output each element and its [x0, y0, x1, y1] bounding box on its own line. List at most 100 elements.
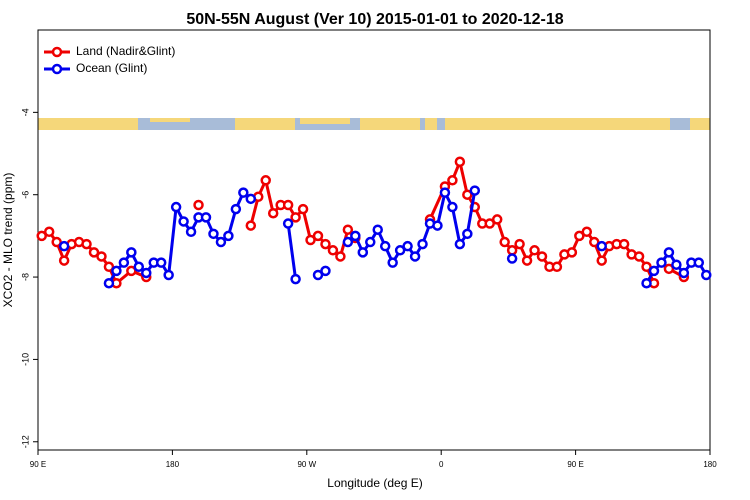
data-point — [454, 238, 466, 250]
data-point — [484, 218, 495, 229]
data-point — [342, 224, 354, 235]
data-point — [462, 228, 473, 240]
data-point — [170, 201, 182, 213]
data-point — [693, 257, 705, 268]
legend-marker — [51, 63, 63, 75]
y-tick-label: -4 — [20, 108, 30, 116]
data-point — [320, 238, 331, 250]
data-point — [529, 245, 540, 256]
data-point — [551, 261, 563, 273]
x-tick-label: 0 — [439, 460, 444, 469]
data-point — [245, 193, 257, 205]
data-point — [357, 247, 369, 258]
data-point — [648, 265, 660, 277]
data-point — [103, 277, 115, 289]
data-point — [141, 267, 152, 279]
data-point — [402, 240, 413, 252]
x-tick-label: 90 E — [30, 460, 46, 469]
data-point — [103, 261, 115, 273]
data-point — [589, 236, 600, 248]
data-point — [96, 251, 107, 262]
x-tick-label: 180 — [703, 460, 717, 469]
data-point — [409, 251, 421, 262]
data-point — [574, 230, 585, 242]
data-point — [633, 251, 645, 262]
data-point — [514, 238, 525, 250]
data-point — [320, 265, 331, 277]
data-point — [365, 236, 376, 248]
y-tick-label: -10 — [20, 353, 30, 366]
data-point — [305, 234, 316, 246]
data-point — [663, 247, 675, 258]
data-point — [506, 253, 518, 264]
y-axis-label: XCO2 - MLO trend (ppm) — [1, 173, 15, 308]
x-tick-label: 90 E — [567, 460, 583, 469]
data-point — [111, 265, 122, 277]
data-point — [245, 220, 257, 231]
data-point — [178, 216, 189, 227]
data-point — [193, 199, 204, 211]
data-point — [223, 230, 234, 242]
data-point — [297, 203, 309, 215]
data-point — [208, 228, 219, 240]
data-point — [447, 175, 458, 186]
data-point — [126, 265, 137, 277]
data-point — [260, 175, 271, 186]
data-point — [51, 236, 62, 248]
data-point — [656, 257, 667, 268]
legend-marker — [51, 46, 63, 58]
data-point — [379, 240, 391, 252]
data-point — [43, 226, 55, 238]
data-point — [454, 156, 466, 168]
data-point — [215, 236, 227, 248]
data-point — [200, 212, 212, 223]
data-point — [185, 226, 197, 238]
data-point — [417, 238, 428, 250]
data-point — [312, 269, 324, 281]
data-point — [678, 267, 690, 279]
x-axis-label: Longitude (deg E) — [327, 476, 422, 490]
data-point — [372, 224, 383, 235]
plot-frame — [37, 29, 711, 451]
data-point — [506, 245, 518, 256]
x-tick-label: 90 W — [297, 460, 316, 469]
data-point — [581, 226, 593, 238]
data-point — [290, 212, 301, 223]
y-tick-label: -6 — [20, 191, 30, 199]
data-point — [126, 247, 137, 258]
data-point — [290, 273, 301, 285]
data-point — [596, 240, 607, 252]
data-point — [327, 245, 339, 256]
data-point — [282, 218, 294, 229]
y-tick-label: -12 — [20, 435, 30, 448]
data-point — [163, 269, 174, 281]
data-point — [350, 230, 361, 242]
data-point — [58, 255, 70, 266]
data-point — [81, 238, 92, 250]
data-point — [596, 255, 607, 266]
data-point — [641, 277, 652, 289]
data-point — [701, 269, 712, 281]
y-tick-label: -8 — [20, 273, 30, 281]
data-point — [312, 230, 324, 242]
data-point — [282, 199, 294, 211]
data-point — [566, 247, 578, 258]
data-point — [118, 257, 130, 268]
data-point — [469, 185, 481, 196]
data-point — [58, 240, 70, 252]
data-point — [155, 257, 167, 268]
data-point — [230, 203, 242, 215]
map-strip — [38, 118, 710, 130]
data-point — [36, 230, 47, 242]
data-point — [133, 261, 145, 273]
data-point — [342, 236, 354, 248]
data-point — [521, 255, 533, 266]
data-point — [663, 263, 675, 275]
x-tick-label: 180 — [166, 460, 180, 469]
legend-label: Ocean (Glint) — [76, 61, 147, 75]
data-point — [238, 187, 249, 198]
data-point — [394, 245, 406, 256]
data-point — [432, 220, 443, 231]
data-point — [491, 214, 503, 225]
